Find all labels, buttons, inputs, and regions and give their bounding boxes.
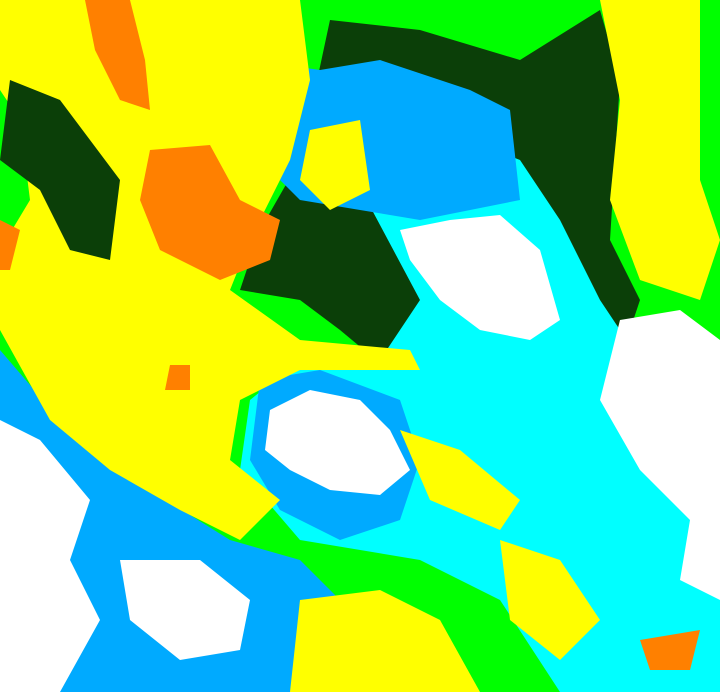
white-cloud: [600, 310, 720, 600]
orange-region: [0, 220, 20, 270]
white-cloud: [0, 420, 100, 692]
white-cloud: [120, 560, 250, 660]
yellow-region: [300, 120, 370, 210]
yellow-region: [400, 430, 520, 530]
orange-region: [640, 630, 700, 670]
yellow-region: [290, 590, 480, 692]
cyan-region: [240, 120, 720, 692]
orange-region: [85, 0, 150, 110]
yellow-region: [500, 540, 600, 660]
white-cloud: [265, 390, 410, 495]
dark-green-region: [0, 80, 120, 260]
orange-region: [140, 145, 280, 280]
yellow-region: [600, 0, 720, 300]
white-cloud: [400, 215, 560, 340]
orange-region: [165, 365, 190, 390]
